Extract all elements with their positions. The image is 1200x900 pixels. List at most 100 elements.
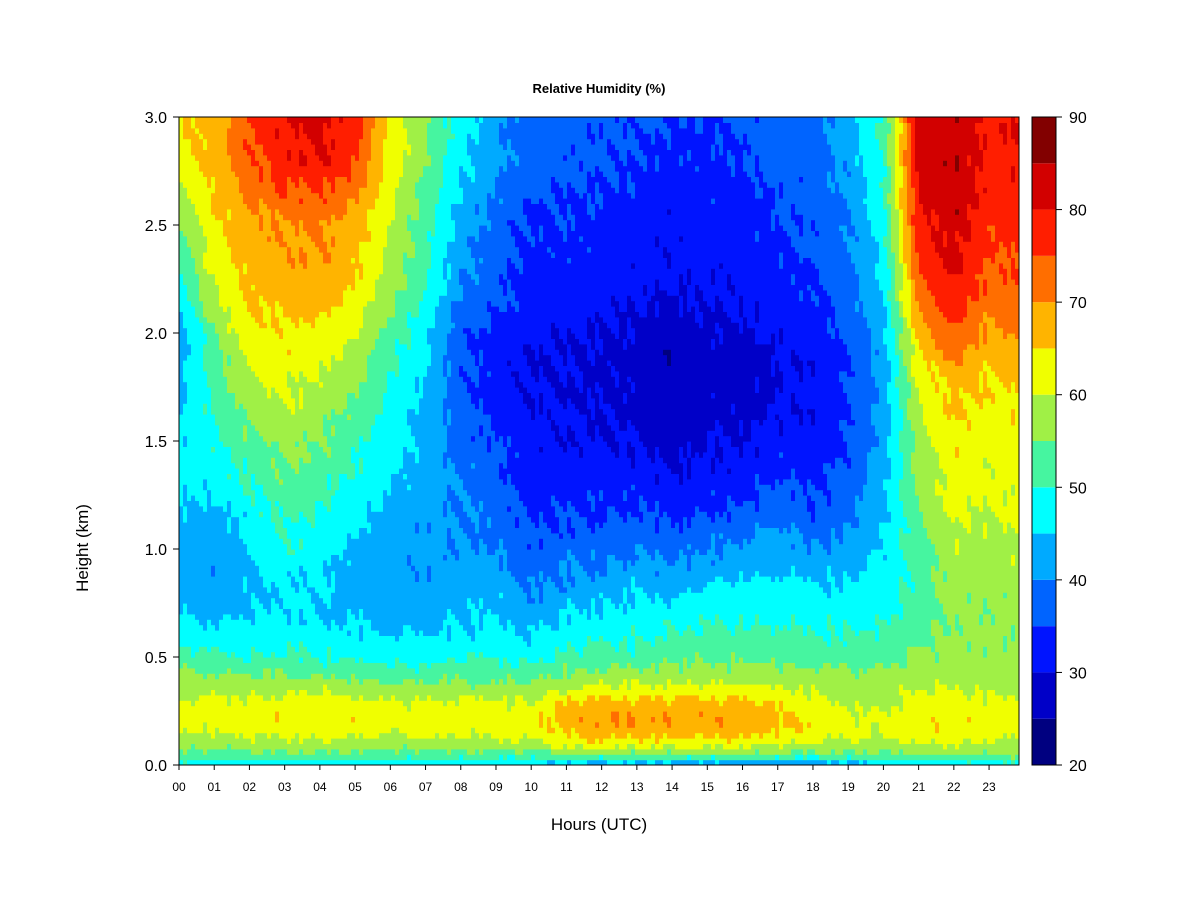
heatmap-cell	[315, 252, 320, 258]
heatmap-cell	[227, 749, 232, 755]
heatmap-cell	[219, 225, 224, 231]
heatmap-cell	[331, 441, 336, 447]
heatmap-cell	[327, 565, 332, 571]
heatmap-cell	[283, 743, 288, 749]
heatmap-cell	[279, 641, 284, 647]
heatmap-cell	[219, 603, 224, 609]
heatmap-cell	[315, 711, 320, 717]
heatmap-cell	[299, 479, 304, 485]
heatmap-cell	[311, 122, 316, 128]
heatmap-cell	[327, 468, 332, 474]
heatmap-cell	[283, 268, 288, 274]
heatmap-cell	[279, 446, 284, 452]
heatmap-cell	[339, 587, 344, 593]
heatmap-cell	[231, 684, 236, 690]
heatmap-cell	[263, 311, 268, 317]
heatmap-cell	[291, 446, 296, 452]
heatmap-cell	[335, 549, 340, 555]
heatmap-cell	[251, 414, 256, 420]
heatmap-cell	[239, 193, 244, 199]
heatmap-cell	[247, 549, 252, 555]
heatmap-cell	[299, 128, 304, 134]
heatmap-cell	[315, 263, 320, 269]
heatmap-cell	[271, 290, 276, 296]
heatmap-cell	[247, 403, 252, 409]
heatmap-cell	[335, 716, 340, 722]
heatmap-cell	[199, 614, 204, 620]
heatmap-cell	[271, 263, 276, 269]
heatmap-cell	[235, 527, 240, 533]
heatmap-cell	[183, 587, 188, 593]
heatmap-cell	[271, 560, 276, 566]
heatmap-cell	[271, 679, 276, 685]
heatmap-cell	[227, 700, 232, 706]
heatmap-cell	[179, 193, 184, 199]
heatmap-cell	[219, 409, 224, 415]
heatmap-cell	[215, 706, 220, 712]
heatmap-cell	[191, 387, 196, 393]
heatmap-cell	[255, 203, 260, 209]
heatmap-cell	[307, 652, 312, 658]
heatmap-cell	[339, 149, 344, 155]
heatmap-cell	[247, 452, 252, 458]
heatmap-cell	[259, 743, 264, 749]
heatmap-cell	[235, 360, 240, 366]
heatmap-cell	[335, 122, 340, 128]
heatmap-cell	[271, 554, 276, 560]
heatmap-cell	[271, 517, 276, 523]
heatmap-cell	[327, 662, 332, 668]
heatmap-cell	[183, 382, 188, 388]
heatmap-cell	[323, 263, 328, 269]
heatmap-cell	[239, 614, 244, 620]
heatmap-cell	[255, 733, 260, 739]
heatmap-cell	[207, 257, 212, 263]
heatmap-cell	[259, 236, 264, 242]
heatmap-cell	[203, 198, 208, 204]
heatmap-cell	[295, 479, 300, 485]
heatmap-cell	[319, 295, 324, 301]
heatmap-cell	[323, 668, 328, 674]
heatmap-cell	[315, 706, 320, 712]
heatmap-cell	[195, 743, 200, 749]
heatmap-cell	[255, 619, 260, 625]
heatmap-cell	[315, 549, 320, 555]
heatmap-cell	[203, 711, 208, 717]
heatmap-cell	[327, 225, 332, 231]
heatmap-cell	[335, 274, 340, 280]
heatmap-cell	[207, 220, 212, 226]
heatmap-cell	[215, 441, 220, 447]
heatmap-cell	[335, 673, 340, 679]
heatmap-cell	[287, 619, 292, 625]
heatmap-cell	[335, 533, 340, 539]
heatmap-cell	[187, 155, 192, 161]
heatmap-cell	[343, 544, 348, 550]
heatmap-cell	[199, 155, 204, 161]
heatmap-cell	[235, 743, 240, 749]
heatmap-cell	[255, 409, 260, 415]
heatmap-cell	[187, 301, 192, 307]
heatmap-cell	[247, 495, 252, 501]
heatmap-cell	[311, 527, 316, 533]
heatmap-cell	[227, 317, 232, 323]
heatmap-cell	[311, 738, 316, 744]
heatmap-cell	[275, 263, 280, 269]
heatmap-cell	[211, 452, 216, 458]
heatmap-cell	[307, 328, 312, 334]
heatmap-cell	[335, 247, 340, 253]
heatmap-cell	[267, 630, 272, 636]
heatmap-cell	[271, 608, 276, 614]
heatmap-cell	[259, 722, 264, 728]
heatmap-cell	[219, 700, 224, 706]
heatmap-cell	[187, 139, 192, 145]
heatmap-cell	[231, 414, 236, 420]
heatmap-cell	[283, 614, 288, 620]
heatmap-cell	[215, 749, 220, 755]
heatmap-cell	[315, 349, 320, 355]
heatmap-cell	[327, 733, 332, 739]
heatmap-cell	[211, 398, 216, 404]
heatmap-cell	[315, 625, 320, 631]
heatmap-cell	[235, 203, 240, 209]
heatmap-cell	[311, 263, 316, 269]
heatmap-cell	[307, 419, 312, 425]
heatmap-cell	[239, 727, 244, 733]
